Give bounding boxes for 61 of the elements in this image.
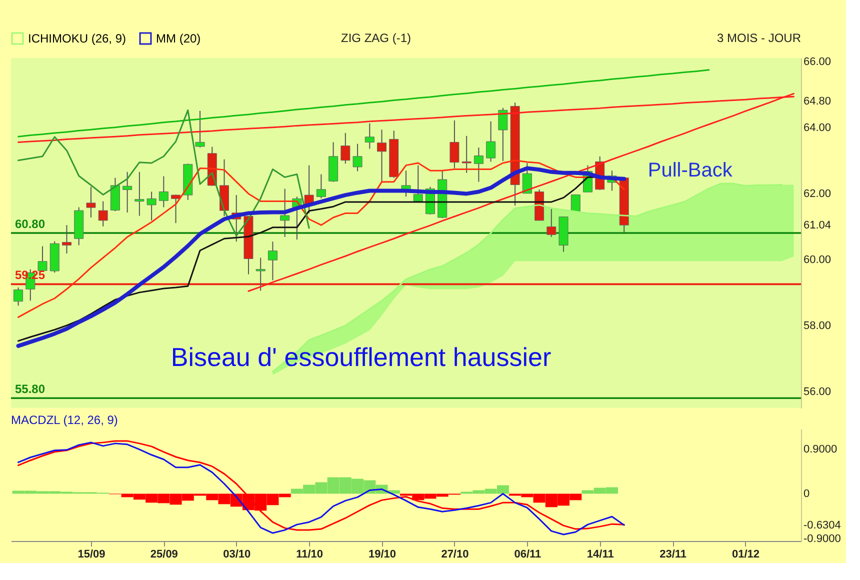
candlestick xyxy=(498,107,508,162)
line-series xyxy=(18,69,710,138)
text: ZIG ZAG (-1) xyxy=(341,31,411,45)
x-tick-label: 25/09 xyxy=(150,548,178,560)
ref-line-label: 55.80 xyxy=(15,382,46,396)
candlestick xyxy=(474,146,484,182)
candlestick xyxy=(364,122,374,150)
x-tick-label: 19/10 xyxy=(368,548,396,560)
x-tick-label: 01/12 xyxy=(732,548,760,560)
y-tick-label: 62.00 xyxy=(804,188,832,200)
candlestick xyxy=(38,246,48,272)
candlestick xyxy=(413,164,423,202)
candlestick xyxy=(486,120,496,162)
candlestick xyxy=(171,194,181,224)
candlestick xyxy=(268,241,278,281)
candlestick xyxy=(546,208,556,238)
candlestick xyxy=(256,257,266,292)
text: 3 MOIS - JOUR xyxy=(716,31,802,45)
annotation: Biseau d' essoufflement haussier xyxy=(170,342,552,372)
candlestick xyxy=(134,171,144,216)
y-tick-label: 61.04 xyxy=(804,220,832,232)
line-series xyxy=(18,109,310,236)
y-tick-label: 64.80 xyxy=(804,95,832,108)
y-tick-label: -0.6304 xyxy=(804,520,841,532)
x-tick-label: 06/11 xyxy=(514,548,542,560)
candlestick xyxy=(122,171,132,214)
candlestick xyxy=(352,143,362,172)
x-tick-label: 27/10 xyxy=(441,548,469,560)
y-tick-label: 58.00 xyxy=(804,320,832,332)
legend-label: MM (20) xyxy=(156,32,201,46)
y-tick-label: 66.00 xyxy=(804,56,832,68)
candlestick xyxy=(62,224,72,254)
x-tick-label: 03/10 xyxy=(223,548,251,560)
candlestick xyxy=(462,135,472,174)
candlestick xyxy=(195,110,205,148)
candlestick xyxy=(280,188,290,238)
x-tick-label: 11/10 xyxy=(296,548,324,560)
annotation: Pull-Back xyxy=(648,159,734,182)
candlestick xyxy=(86,186,96,218)
candlestick xyxy=(316,174,326,199)
x-tick-label: 15/09 xyxy=(78,548,106,560)
candlestick xyxy=(158,176,168,208)
y-tick-label: 56.00 xyxy=(804,386,832,398)
candlestick xyxy=(570,194,580,212)
y-tick-label: 0.9000 xyxy=(804,443,838,456)
candlestick xyxy=(377,129,387,182)
candlestick xyxy=(146,191,156,221)
y-tick-label: -0.9000 xyxy=(804,533,841,546)
ref-line-label: 60.80 xyxy=(15,217,46,231)
candlestick xyxy=(98,200,108,227)
candlestick xyxy=(340,132,350,164)
line-series xyxy=(18,160,625,318)
candlestick xyxy=(450,120,460,169)
y-tick-label: 0 xyxy=(804,488,810,500)
y-tick-label: 60.00 xyxy=(804,254,832,266)
x-tick-label: 23/11 xyxy=(660,548,687,560)
legend-label: ICHIMOKU (26, 9) xyxy=(28,32,126,46)
candlestick xyxy=(14,286,24,306)
y-tick-label: 64.00 xyxy=(804,122,832,134)
x-tick-label: 14/11 xyxy=(586,548,614,560)
chart-title: MACDZL (12, 26, 9) xyxy=(11,413,118,427)
